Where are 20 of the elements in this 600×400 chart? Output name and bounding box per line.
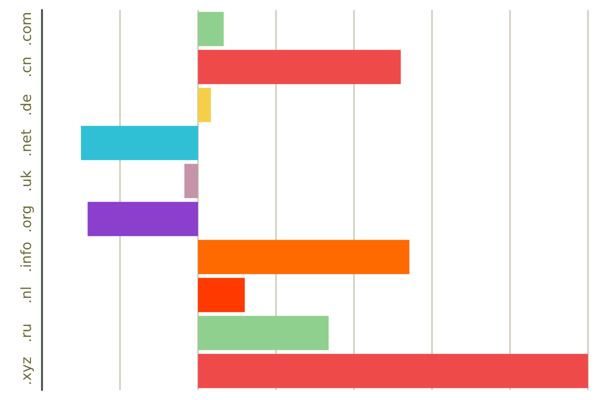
y-tick-label: .xyz bbox=[19, 356, 35, 386]
bar bbox=[198, 316, 329, 350]
y-tick-label: .com bbox=[19, 12, 35, 46]
y-tick-label: .de bbox=[19, 94, 35, 116]
bar bbox=[198, 88, 211, 122]
y-tick-label: .nl bbox=[19, 286, 35, 304]
y-tick-label: .org bbox=[19, 205, 35, 233]
y-tick-label: .cn bbox=[19, 56, 35, 78]
y-tick-label: .uk bbox=[19, 169, 35, 192]
y-tick-label: .net bbox=[19, 128, 35, 157]
bar bbox=[81, 126, 198, 160]
y-tick-label: .info bbox=[19, 242, 35, 272]
bar bbox=[88, 202, 198, 236]
bar bbox=[198, 50, 401, 84]
bar bbox=[198, 240, 410, 274]
bar bbox=[198, 12, 224, 46]
bar bbox=[198, 354, 588, 388]
y-tick-label: .ru bbox=[19, 323, 35, 343]
bar bbox=[198, 278, 245, 312]
bar bbox=[184, 164, 198, 198]
